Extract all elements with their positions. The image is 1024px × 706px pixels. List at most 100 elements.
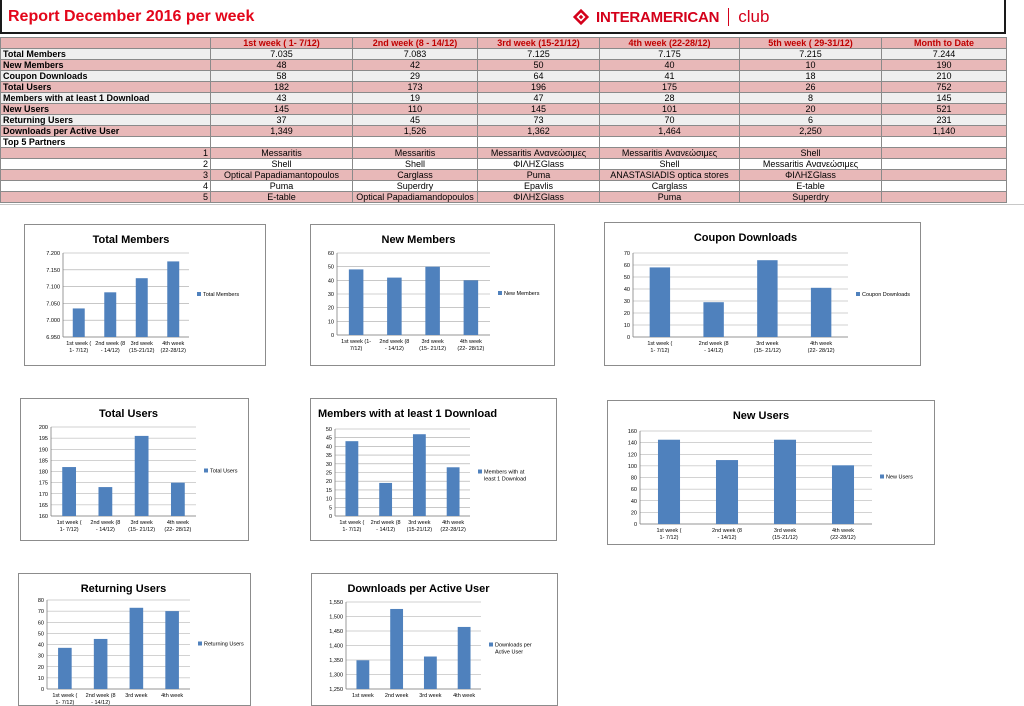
bar xyxy=(463,280,479,335)
table-cell: 1,362 xyxy=(477,125,600,137)
table-cell: 145 xyxy=(210,103,353,115)
table-cell: 521 xyxy=(881,103,1007,115)
legend-label: New Members xyxy=(504,291,540,297)
table-row: New Users 145 110 145 101 20 521 xyxy=(0,103,1007,115)
metrics-body: Total Members 7.035 7.083 7.125 7.175 7.215 7.… xyxy=(0,48,1007,203)
partner-cell: Messaritis Ανανεώσιμες xyxy=(477,147,600,159)
y-tick-label: 1,350 xyxy=(329,658,343,664)
y-tick-label: 185 xyxy=(39,458,48,464)
partner-cell: Puma xyxy=(477,169,600,181)
y-tick-label: 165 xyxy=(39,503,48,509)
table-row: Members with at least 1 Download 43 19 47 28… xyxy=(0,92,1007,104)
y-tick-label: 50 xyxy=(328,265,334,271)
bar xyxy=(93,638,108,689)
x-tick-label: 2nd week (8- 14/12) xyxy=(90,520,120,533)
x-tick-label: 4th week xyxy=(453,693,475,699)
y-tick-label: 50 xyxy=(38,631,44,637)
table-cell: 182 xyxy=(210,81,353,93)
table-cell: 10 xyxy=(739,59,882,71)
y-tick-label: 50 xyxy=(326,427,332,433)
table-cell: 145 xyxy=(477,103,600,115)
y-tick-label: 160 xyxy=(39,514,48,520)
bar xyxy=(757,260,778,337)
x-tick-label: 4th week (22-28/12) xyxy=(830,528,856,541)
bar xyxy=(649,267,671,337)
partner-cell: Messaritis Ανανεώσιμες xyxy=(599,147,740,159)
bar xyxy=(446,467,460,516)
x-tick-label: 1st week (1- 7/12) xyxy=(339,520,364,533)
partner-cell: E-table xyxy=(739,180,882,192)
partners-heading: Top 5 Partners xyxy=(0,136,211,148)
table-cell: 210 xyxy=(881,70,1007,82)
chart-title: New Users xyxy=(733,410,789,422)
chart-svg: Downloads per Active User 1,250 1,300 1,350… xyxy=(329,583,532,699)
x-tick-label: 4th week xyxy=(161,693,183,699)
y-tick-label: 15 xyxy=(326,488,332,494)
y-tick-label: 70 xyxy=(38,609,44,615)
y-tick-label: 0 xyxy=(41,687,44,693)
y-tick-label: 1,550 xyxy=(329,600,343,606)
bar xyxy=(135,278,148,337)
table-cell: 1,464 xyxy=(599,125,740,137)
row-label: Total Members xyxy=(0,48,211,60)
y-tick-label: 160 xyxy=(628,429,637,435)
brand-logo: INTERAMERICAN club xyxy=(572,7,769,27)
chart-members-download: Members with at least 1 Download 0 5 10 15 20… xyxy=(310,398,557,541)
chart-coupon-downloads: Coupon Downloads 0 10 20 30 40 50 60 70 1st week … xyxy=(604,222,921,366)
table-cell: 73 xyxy=(477,114,600,126)
y-tick-label: 30 xyxy=(624,299,630,305)
bar xyxy=(831,465,855,524)
x-tick-label: 3rd week xyxy=(125,693,148,699)
x-tick-label: 1st week (1- 7/12) xyxy=(647,341,672,354)
table-cell: 45 xyxy=(352,114,478,126)
chart-downloads-per-user: Downloads per Active User 1,250 1,300 1,350… xyxy=(311,573,558,706)
bar xyxy=(62,467,77,516)
table-cell: 70 xyxy=(599,114,740,126)
y-tick-label: 40 xyxy=(631,499,637,505)
chart-svg: Coupon Downloads 0 10 20 30 40 50 60 70 1st week … xyxy=(624,232,910,354)
sheet-divider xyxy=(0,204,1024,205)
table-cell: 42 xyxy=(352,59,478,71)
y-tick-label: 80 xyxy=(38,598,44,604)
partner-cell: ΦΙΛΗΣGlass xyxy=(739,169,882,181)
chart-new-members: New Members 0 10 20 30 40 50 60 1st week (1-7/12… xyxy=(310,224,555,366)
report-title: Report December 2016 per week xyxy=(8,8,255,25)
y-tick-label: 35 xyxy=(326,453,332,459)
column-header: 5th week ( 29-31/12) xyxy=(739,37,882,49)
table-cell: 173 xyxy=(352,81,478,93)
table-cell: 2,250 xyxy=(739,125,882,137)
bar xyxy=(773,439,797,524)
chart-svg: Total Users 160 165 170 175 180 185 190 195 200 1s… xyxy=(39,408,238,533)
partner-cell: Messaritis Ανανεώσιμες xyxy=(739,158,882,170)
x-tick-label: 1st week (1- 7/12) xyxy=(656,528,681,541)
x-tick-label: 1st week xyxy=(352,693,374,699)
x-tick-label: 4th week (22- 28/12) xyxy=(808,341,835,354)
row-label: Coupon Downloads xyxy=(0,70,211,82)
y-tick-label: 7.000 xyxy=(46,318,60,324)
y-tick-label: 40 xyxy=(326,444,332,450)
bar xyxy=(657,439,681,524)
y-tick-label: 0 xyxy=(634,522,637,528)
partner-cell xyxy=(881,147,1007,159)
y-tick-label: 20 xyxy=(328,306,334,312)
x-tick-label: 3rd week (15-21/12) xyxy=(772,528,798,541)
y-tick-label: 20 xyxy=(38,665,44,671)
bar xyxy=(72,308,85,337)
partner-cell: Optical Papadiamandopoulos xyxy=(352,191,478,203)
y-tick-label: 10 xyxy=(624,323,630,329)
table-cell: 7.244 xyxy=(881,48,1007,60)
table-cell: 175 xyxy=(599,81,740,93)
x-tick-label: 4th week (22- 28/12) xyxy=(164,520,191,533)
partner-rank: 5 xyxy=(0,191,211,203)
y-tick-label: 195 xyxy=(39,436,48,442)
table-cell xyxy=(352,136,478,148)
brand-club: club xyxy=(738,7,770,26)
report-header: Report December 2016 per week INTERAMERI… xyxy=(0,0,1006,34)
y-tick-label: 60 xyxy=(624,263,630,269)
bar xyxy=(412,434,426,516)
chart-returning-users: Returning Users 0 10 20 30 40 50 60 70 80 1st week… xyxy=(18,573,251,706)
chart-svg: Members with at least 1 Download 0 5 10 15 20… xyxy=(318,408,526,533)
chart-title: Returning Users xyxy=(81,583,167,595)
y-tick-label: 20 xyxy=(326,479,332,485)
bar xyxy=(167,261,180,337)
